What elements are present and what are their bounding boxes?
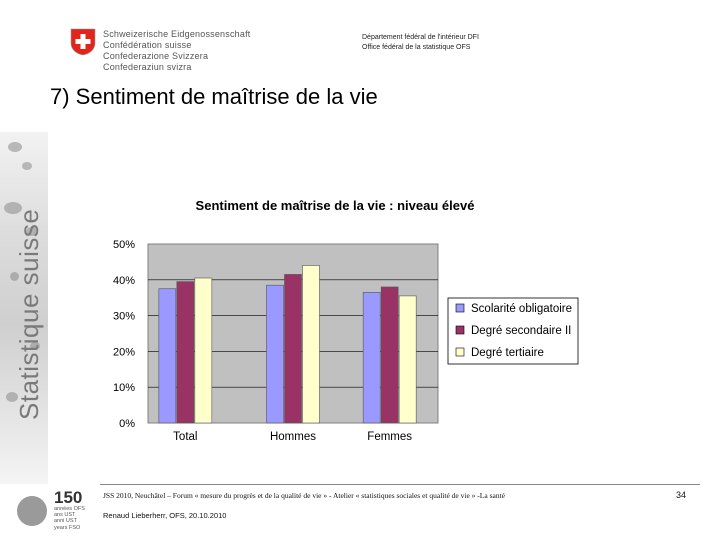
legend-swatch [455, 347, 465, 357]
confederation-line: Confederazione Svizzera [103, 51, 209, 61]
anniversary-circle-icon [17, 496, 47, 526]
y-tick-label: 30% [113, 311, 135, 323]
anniversary-line: ans UST [54, 512, 76, 519]
y-tick-label: 40% [113, 275, 135, 287]
legend-box [447, 297, 579, 365]
bar [398, 295, 417, 424]
x-tick-label: Femmes [367, 431, 412, 443]
bar [266, 284, 284, 424]
legend-label: Degré secondaire II [471, 325, 571, 337]
bar [284, 274, 302, 424]
bar [176, 281, 195, 424]
legend-swatch [455, 303, 465, 313]
bar [362, 292, 381, 424]
confederation-names: Schweizerische Eidgenossenschaft Confédé… [103, 29, 250, 73]
x-tick-label: Total [173, 431, 197, 443]
footer-divider [100, 484, 700, 485]
legend-label: Scolarité obligatoire [471, 303, 572, 315]
side-brand-text: Statistique suisse [14, 208, 44, 420]
bar [302, 265, 320, 424]
swiss-cross-icon [70, 28, 96, 56]
footer-author-text: Renaud Lieberherr, OFS, 20.10.2010 [103, 511, 227, 520]
chart-svg: 0% 10% 20% 30% 40% 50% Total Hommes Femmes Scolar… [113, 239, 579, 443]
anniversary-lines: années OFS ans UST anni UST years FSO [54, 506, 85, 531]
bar [194, 277, 213, 424]
page-number: 34 [676, 490, 687, 500]
anniversary-line: years FSO [54, 524, 81, 531]
slide-title: 7) Sentiment de maîtrise de la vie [50, 84, 378, 109]
y-tick-label: 10% [113, 382, 135, 394]
bar [380, 286, 399, 424]
y-tick-label: 0% [119, 418, 135, 430]
anniversary-line: anni UST [54, 518, 77, 525]
legend-swatch [455, 325, 465, 335]
department-line: Département fédéral de l'intérieur DFI [362, 34, 479, 41]
y-tick-label: 50% [113, 239, 135, 251]
confederation-line: Schweizerische Eidgenossenschaft [103, 29, 251, 39]
department-line: Office fédéral de la statistique OFS [362, 44, 471, 51]
side-photo-strip [0, 132, 48, 484]
confederation-line: Confédération suisse [103, 40, 192, 50]
bar [158, 288, 177, 424]
department-names: Département fédéral de l'intérieur DFI O… [362, 33, 479, 53]
anniversary-logo: 150 années OFS ans UST anni UST years FS… [17, 488, 97, 532]
y-tick-label: 20% [113, 346, 135, 358]
anniversary-number: 150 [54, 488, 83, 507]
chart-title: Sentiment de maîtrise de la vie : niveau… [195, 198, 475, 213]
confederation-line: Confederaziun svizra [103, 62, 192, 72]
anniversary-line: années OFS [54, 506, 85, 512]
x-tick-label: Hommes [270, 431, 316, 443]
bar-chart: Sentiment de maîtrise de la vie : niveau… [90, 180, 580, 455]
legend-label: Degré tertiaire [471, 347, 544, 359]
footer-event-text: JSS 2010, Neuchâtel – Forum « mesure du … [103, 491, 505, 500]
